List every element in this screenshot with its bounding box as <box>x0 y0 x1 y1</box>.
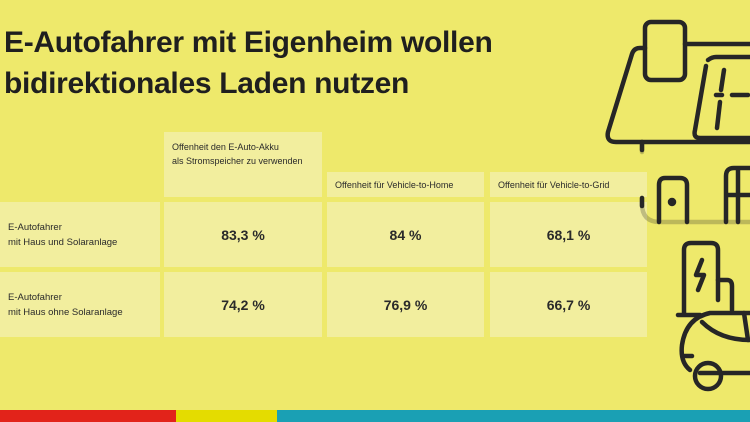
value-cell: 83,3 % <box>164 202 322 267</box>
page-title: E-Autofahrer mit Eigenheim wollen bidire… <box>4 22 493 104</box>
row-label-with-solar: E-Autofahrer mit Haus und Solaranlage <box>0 202 160 267</box>
title-line-1: E-Autofahrer mit Eigenheim wollen <box>4 26 493 59</box>
header-vehicle-to-home: Offenheit für Vehicle-to-Home <box>327 172 484 197</box>
footer-bar-yellow <box>176 410 277 422</box>
header-battery-storage: Offenheit den E-Auto-Akku als Stromspeic… <box>164 132 322 197</box>
row-label-text: E-Autofahrer <box>8 221 62 233</box>
value-cell: 74,2 % <box>164 272 322 337</box>
footer-bar-red <box>0 410 176 422</box>
house-charging-car-illustration <box>605 19 750 392</box>
row-label-text: E-Autofahrer <box>8 291 62 303</box>
row-label-text: mit Haus ohne Solaranlage <box>8 306 123 318</box>
header-text: Offenheit für Vehicle-to-Home <box>335 179 454 190</box>
header-text: als Stromspeicher zu verwenden <box>172 156 303 166</box>
footer-bar-teal <box>277 410 750 422</box>
house-solar-icon <box>605 19 750 225</box>
electric-car-icon <box>679 310 750 392</box>
value-cell: 84 % <box>327 202 484 267</box>
value-cell: 76,9 % <box>327 272 484 337</box>
row-label-text: mit Haus und Solaranlage <box>8 236 118 248</box>
value-cell: 66,7 % <box>490 272 647 337</box>
title-line-2: bidirektionales Laden nutzen <box>4 67 409 100</box>
header-vehicle-to-grid: Offenheit für Vehicle-to-Grid <box>490 172 647 197</box>
row-label-without-solar: E-Autofahrer mit Haus ohne Solaranlage <box>0 272 160 337</box>
value-cell: 68,1 % <box>490 202 647 267</box>
charging-station-icon <box>675 240 735 318</box>
header-text: Offenheit für Vehicle-to-Grid <box>498 179 610 190</box>
header-text: Offenheit den E-Auto-Akku <box>172 142 279 152</box>
